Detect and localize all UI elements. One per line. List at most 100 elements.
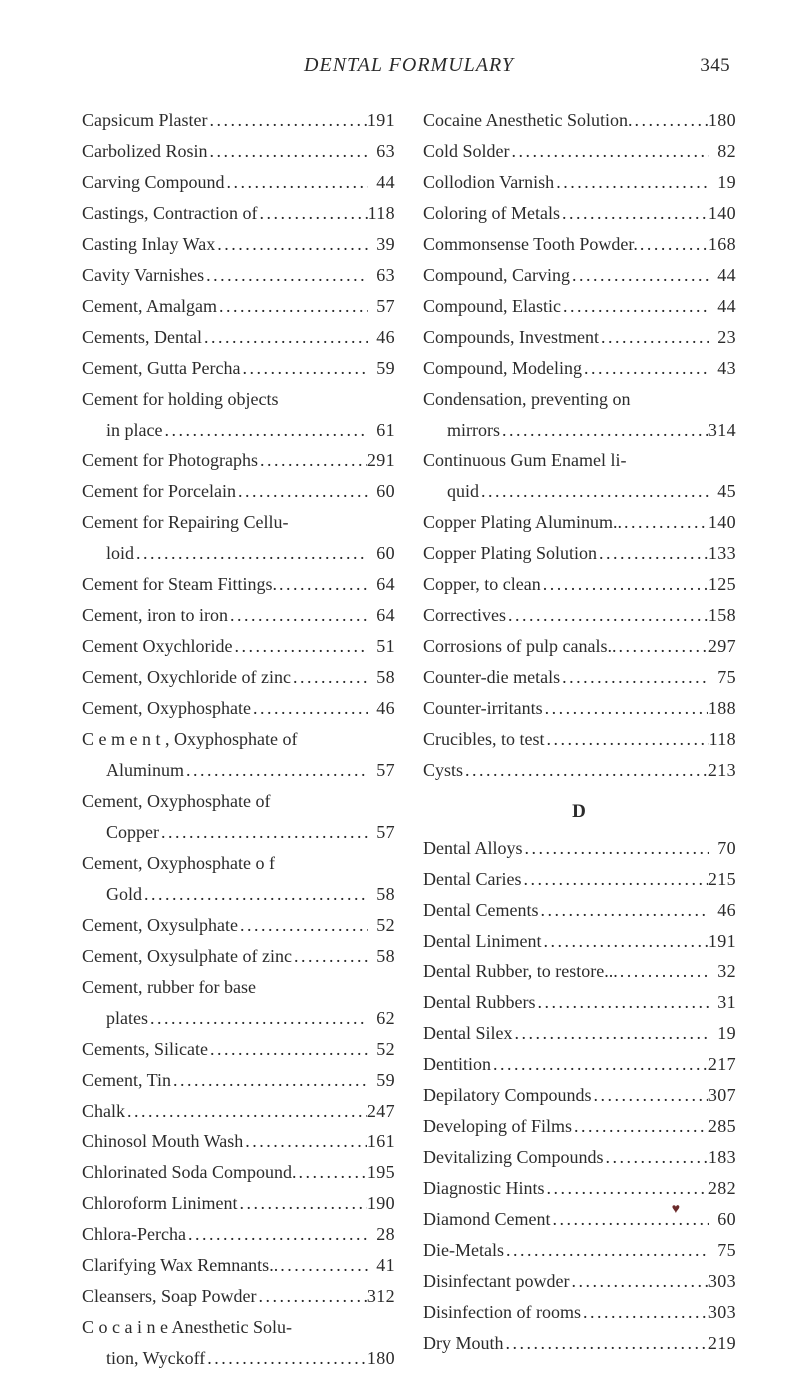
entry-page-number: 140 [708,198,736,229]
entry-leader-dots: ........................................… [225,167,369,198]
entry-page-number: 43 [709,353,736,384]
entry-page-number: 303 [708,1266,736,1297]
entry-page-number: 31 [709,987,736,1018]
index-entry: tion, Wyckoff...........................… [82,1343,395,1374]
entry-page-number: 125 [708,569,736,600]
entry-label: Casting Inlay Wax [82,229,215,260]
entry-label: Cement for holding objects [82,384,278,415]
entry-label: Devitalizing Compounds [423,1142,603,1173]
index-entry: Depilatory Compounds....................… [423,1080,736,1111]
entry-leader-dots: ........................................… [243,1126,367,1157]
index-entry: Copper Plating Solution.................… [423,538,736,569]
entry-label: Condensation, preventing on [423,384,630,415]
entry-label: C o c a i n e Anesthetic Solu- [82,1312,292,1343]
entry-label: Chloroform Liniment [82,1188,237,1219]
entry-label: Cold Solder [423,136,510,167]
entry-label: Dental Caries [423,864,521,895]
index-entry: Cocaine Anesthetic Solution.............… [423,105,736,136]
index-entry: Dental Liniment.........................… [423,926,736,957]
entry-leader-dots: ........................................… [236,476,368,507]
index-entry: Counter-die metals......................… [423,662,736,693]
index-entry: Chloroform Liniment.....................… [82,1188,395,1219]
entry-leader-dots: ........................................… [291,662,368,693]
index-entry: Cement, Oxysulphate of zinc.............… [82,941,395,972]
entry-leader-dots: ........................................… [632,105,707,136]
header-spacer-right: 345 [514,54,730,77]
entry-leader-dots: ........................................… [603,1142,707,1173]
entry-page-number: 180 [367,1343,395,1374]
entry-label: Correctives [423,600,506,631]
entry-page-number: 58 [368,879,395,910]
entry-page-number: 61 [368,415,395,446]
entry-label: Disinfectant powder [423,1266,569,1297]
entry-leader-dots: ........................................… [232,631,368,662]
entry-leader-dots: ........................................… [597,538,708,569]
entry-page-number: 19 [709,1018,736,1049]
index-entry: Cement for holding objects [82,384,395,415]
entry-leader-dots: ........................................… [582,353,709,384]
entry-page-number: 45 [709,476,736,507]
entry-page-number: 180 [708,105,736,136]
entry-label: Aluminum [106,755,184,786]
entry-label: Cleansers, Soap Powder [82,1281,256,1312]
entry-leader-dots: ........................................… [479,476,709,507]
entry-leader-dots: ........................................… [171,1065,368,1096]
entry-leader-dots: ........................................… [238,910,368,941]
entry-leader-dots: ........................................… [278,1250,368,1281]
entry-leader-dots: ........................................… [500,415,708,446]
entry-leader-dots: ........................................… [256,1281,366,1312]
entry-leader-dots: ........................................… [240,353,368,384]
entry-label: Gold [106,879,142,910]
index-entry: plates..................................… [82,1003,395,1034]
index-entry: Cement for Steam Fittings...............… [82,569,395,600]
entry-leader-dots: ........................................… [543,693,708,724]
entry-leader-dots: ........................................… [550,1204,709,1235]
entry-leader-dots: ........................................… [504,1328,708,1359]
entry-leader-dots: ........................................… [554,167,709,198]
entry-page-number: 303 [708,1297,736,1328]
index-entry: Cement, Amalgam.........................… [82,291,395,322]
entry-page-number: 57 [368,291,395,322]
entry-label: Compound, Modeling [423,353,582,384]
entry-page-number: 32 [709,956,736,987]
index-entry: Correctives.............................… [423,600,736,631]
index-entry: Chinosol Mouth Wash.....................… [82,1126,395,1157]
entry-label: Cysts [423,755,463,786]
entry-leader-dots: ........................................… [560,198,708,229]
entry-leader-dots: ........................................… [184,755,368,786]
entry-leader-dots: ........................................… [162,415,368,446]
page-header: DENTAL FORMULARY 345 [82,54,736,77]
entry-leader-dots: ........................................… [622,507,708,538]
entry-page-number: 158 [708,600,736,631]
entry-label: Counter-irritants [423,693,543,724]
entry-leader-dots: ........................................… [569,1266,707,1297]
entry-label: Diamond Cement [423,1204,550,1235]
entry-leader-dots: ........................................… [570,260,709,291]
index-entry: Chlorinated Soda Compound...............… [82,1157,395,1188]
entry-page-number: 63 [368,136,395,167]
entry-label: Developing of Films [423,1111,572,1142]
entry-leader-dots: ........................................… [561,291,709,322]
index-entry: Cement for Porcelain....................… [82,476,395,507]
index-entry: C e m e n t , Oxyphosphate of [82,724,395,755]
index-entry: Commonsense Tooth Powder................… [423,229,736,260]
entry-leader-dots: ........................................… [560,662,709,693]
index-entry: mirrors.................................… [423,415,736,446]
entry-page-number: 60 [368,538,395,569]
entry-label: Coloring of Metals [423,198,560,229]
entry-label: Crucibles, to test [423,724,544,755]
index-entry: Diagnostic Hints........................… [423,1173,736,1204]
entry-page-number: 285 [708,1111,736,1142]
entry-page-number: 247 [367,1096,395,1127]
index-entry: Compound, Carving.......................… [423,260,736,291]
entry-page-number: 62 [368,1003,395,1034]
index-entry: Cold Solder.............................… [423,136,736,167]
entry-label: Compound, Carving [423,260,570,291]
index-entry: Cement, iron to iron....................… [82,600,395,631]
entry-label: mirrors [447,415,500,446]
entry-page-number: 75 [709,1235,736,1266]
entry-leader-dots: ........................................… [205,1343,367,1374]
index-entry: Dental Rubber, to restore...............… [423,956,736,987]
entry-page-number: 46 [368,322,395,353]
index-entry: Compounds, Investment...................… [423,322,736,353]
